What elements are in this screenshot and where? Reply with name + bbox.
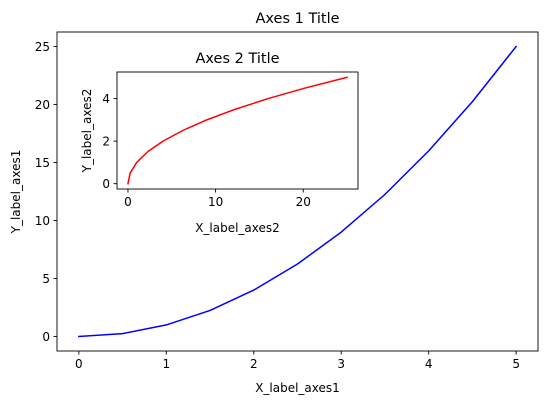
- main-axes-y-tick-label: 15: [35, 156, 50, 170]
- inset-axes-y-ticks: 0 2 4: [102, 92, 117, 191]
- main-axes-x-tick-label: 2: [250, 357, 258, 371]
- inset-axes: Axes 2 Title 0 10 20 0 2 4 X_label_axes2 Y_l…: [80, 51, 359, 235]
- main-axes-x-tick-label: 5: [512, 357, 520, 371]
- inset-axes-plot-area: [127, 76, 348, 185]
- inset-axes-title: Axes 2 Title: [195, 51, 279, 67]
- main-axes-ylabel: Y_label_axes1: [9, 150, 23, 235]
- main-axes-x-tick-label: 0: [75, 357, 83, 371]
- main-axes-x-tick-label: 3: [337, 357, 345, 371]
- main-axes-xlabel: X_label_axes1: [255, 381, 340, 395]
- main-axes-title: Axes 1 Title: [255, 11, 339, 27]
- inset-axes-y-tick-label: 2: [102, 134, 110, 148]
- main-axes-series-line: [78, 45, 518, 338]
- inset-axes-x-tick-label: 0: [124, 195, 132, 209]
- main-axes-x-tick-label: 1: [162, 357, 170, 371]
- inset-axes-x-tick-label: 10: [208, 195, 223, 209]
- main-axes-y-tick-label: 25: [35, 40, 50, 54]
- main-axes-plot-area: [78, 45, 518, 338]
- main-axes-y-tick-label: 5: [42, 272, 50, 286]
- main-axes-x-ticks: 0 1 2 3 4 5: [75, 351, 520, 371]
- main-axes-y-tick-label: 20: [35, 98, 50, 112]
- main-axes-y-tick-label: 10: [35, 214, 50, 228]
- inset-axes-ylabel: Y_label_axes2: [80, 89, 94, 174]
- inset-axes-y-tick-label: 4: [102, 92, 110, 106]
- inset-axes-x-ticks: 0 10 20: [124, 189, 311, 209]
- main-axes-frame: [56, 31, 539, 352]
- main-axes-y-ticks: 0 5 10 15 20 25: [35, 40, 57, 344]
- inset-axes-series-line: [127, 76, 348, 185]
- inset-axes-xlabel: X_label_axes2: [195, 221, 280, 235]
- inset-axes-x-tick-label: 20: [296, 195, 311, 209]
- main-axes-x-tick-label: 4: [425, 357, 433, 371]
- inset-axes-y-tick-label: 0: [102, 177, 110, 191]
- main-axes-y-tick-label: 0: [42, 330, 50, 344]
- inset-axes-frame: [116, 71, 359, 190]
- inset-axes-background: [117, 72, 358, 189]
